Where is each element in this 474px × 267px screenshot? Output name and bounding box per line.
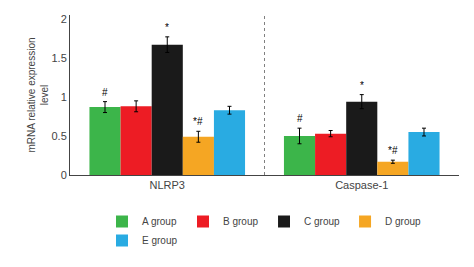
svg-text:Caspase-1: Caspase-1 bbox=[335, 179, 388, 191]
svg-text:B group: B group bbox=[223, 216, 258, 227]
svg-text:A group: A group bbox=[142, 216, 177, 227]
svg-text:#: # bbox=[102, 87, 108, 98]
svg-text:*: * bbox=[360, 80, 364, 91]
svg-text:C group: C group bbox=[304, 216, 340, 227]
svg-text:NLRP3: NLRP3 bbox=[150, 179, 185, 191]
svg-text:1: 1 bbox=[61, 91, 67, 103]
svg-text:*#: *# bbox=[193, 116, 203, 127]
svg-text:*: * bbox=[165, 22, 169, 33]
svg-text:#: # bbox=[297, 113, 303, 124]
svg-text:2: 2 bbox=[61, 13, 67, 25]
svg-text:D group: D group bbox=[385, 216, 421, 227]
svg-text:E group: E group bbox=[142, 235, 177, 246]
svg-text:1.5: 1.5 bbox=[52, 52, 67, 64]
svg-text:mRNA relative expressionlevel: mRNA relative expressionlevel bbox=[26, 37, 50, 152]
svg-text:*#: *# bbox=[388, 145, 398, 156]
svg-text:0.5: 0.5 bbox=[52, 130, 67, 142]
svg-text:0: 0 bbox=[61, 169, 67, 181]
